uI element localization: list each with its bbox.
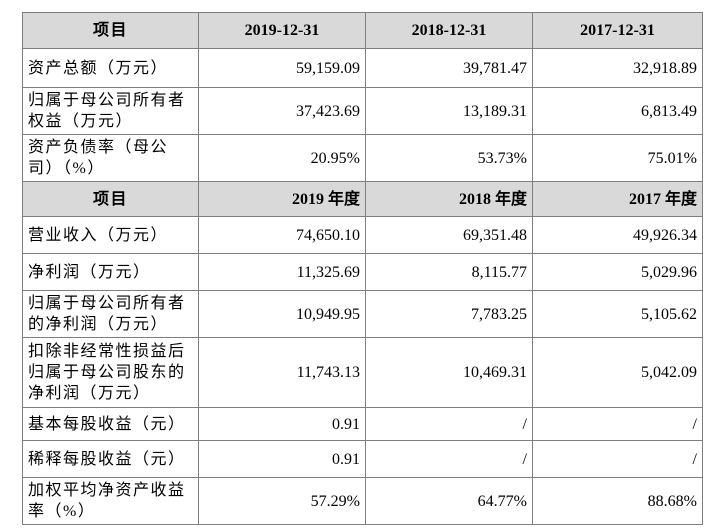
data-row: 基本每股收益（元） 0.91// [22, 407, 703, 441]
header-cell: 2018 年度 [365, 181, 533, 217]
value-cell: 0.91 [198, 407, 366, 441]
data-row: 资产总额（万元） 59,159.09 39,781.47 32,918.89 [22, 48, 703, 88]
value-cell: 0.91 [198, 440, 366, 478]
data-row: 资产负债率（母公司）（%） 20.95% 53.73% 75.01% [22, 134, 703, 182]
value-cell: 57.29% [198, 477, 366, 525]
header-cell: 2019-12-31 [198, 12, 366, 49]
value-cell: 53.73% [365, 134, 533, 182]
data-row: 加权平均净资产收益率（%） 57.29% 64.77% 88.68% [22, 477, 703, 525]
row-label: 归属于母公司所有者的净利润（万元） [22, 290, 199, 338]
row-label: 营业收入（万元） [22, 216, 199, 254]
value-cell: 20.95% [198, 134, 366, 182]
header-cell: 项目 [22, 181, 199, 217]
value-cell: 7,783.25 [365, 290, 533, 338]
value-cell: 37,423.69 [198, 87, 366, 135]
row-label: 资产负债率（母公司）（%） [22, 134, 199, 182]
header-row: 项目 2019 年度 2018 年度 2017 年度 [22, 181, 703, 217]
value-cell: 11,743.13 [198, 337, 366, 408]
value-cell: / [532, 407, 703, 441]
value-cell: 13,189.31 [365, 87, 533, 135]
value-cell: 69,351.48 [365, 216, 533, 254]
row-label: 稀释每股收益（元） [22, 440, 199, 478]
value-cell: 5,042.09 [532, 337, 703, 408]
value-cell: 88.68% [532, 477, 703, 525]
value-cell: 74,650.10 [198, 216, 366, 254]
value-cell: 5,029.96 [532, 253, 703, 291]
value-cell: 32,918.89 [532, 48, 703, 88]
row-label: 资产总额（万元） [22, 48, 199, 88]
data-row: 归属于母公司所有者权益（万元） 37,423.69 13,189.31 6,813.4… [22, 87, 703, 135]
value-cell: 59,159.09 [198, 48, 366, 88]
value-cell: 75.01% [532, 134, 703, 182]
data-row: 净利润（万元） 11,325.69 8,115.77 5,029.96 [22, 253, 703, 291]
header-cell: 2019 年度 [198, 181, 366, 217]
row-label: 加权平均净资产收益率（%） [22, 477, 199, 525]
row-label: 归属于母公司所有者权益（万元） [22, 87, 199, 135]
value-cell: 10,949.95 [198, 290, 366, 338]
value-cell: 6,813.49 [532, 87, 703, 135]
row-label: 基本每股收益（元） [22, 407, 199, 441]
data-row: 营业收入（万元） 74,650.10 69,351.48 49,926.34 [22, 216, 703, 254]
row-label: 净利润（万元） [22, 253, 199, 291]
value-cell: 8,115.77 [365, 253, 533, 291]
value-cell: / [365, 407, 533, 441]
value-cell: 49,926.34 [532, 216, 703, 254]
value-cell: / [365, 440, 533, 478]
header-cell: 项目 [22, 12, 199, 49]
header-cell: 2018-12-31 [365, 12, 533, 49]
table-body: 项目 2019-12-31 2018-12-31 2017-12-31 资产总额（万元）… [22, 12, 703, 525]
financial-table: 项目 2019-12-31 2018-12-31 2017-12-31 资产总额（万元）… [22, 12, 703, 525]
row-label: 扣除非经常性损益后归属于母公司股东的净利润（万元） [22, 337, 199, 408]
header-cell: 2017-12-31 [532, 12, 703, 49]
value-cell: 10,469.31 [365, 337, 533, 408]
value-cell: 11,325.69 [198, 253, 366, 291]
data-row: 扣除非经常性损益后归属于母公司股东的净利润（万元） 11,743.13 10,469… [22, 337, 703, 408]
value-cell: 5,105.62 [532, 290, 703, 338]
header-row: 项目 2019-12-31 2018-12-31 2017-12-31 [22, 12, 703, 49]
value-cell: 39,781.47 [365, 48, 533, 88]
value-cell: / [532, 440, 703, 478]
value-cell: 64.77% [365, 477, 533, 525]
header-cell: 2017 年度 [532, 181, 703, 217]
data-row: 归属于母公司所有者的净利润（万元） 10,949.95 7,783.25 5,105.… [22, 290, 703, 338]
data-row: 稀释每股收益（元） 0.91// [22, 440, 703, 478]
